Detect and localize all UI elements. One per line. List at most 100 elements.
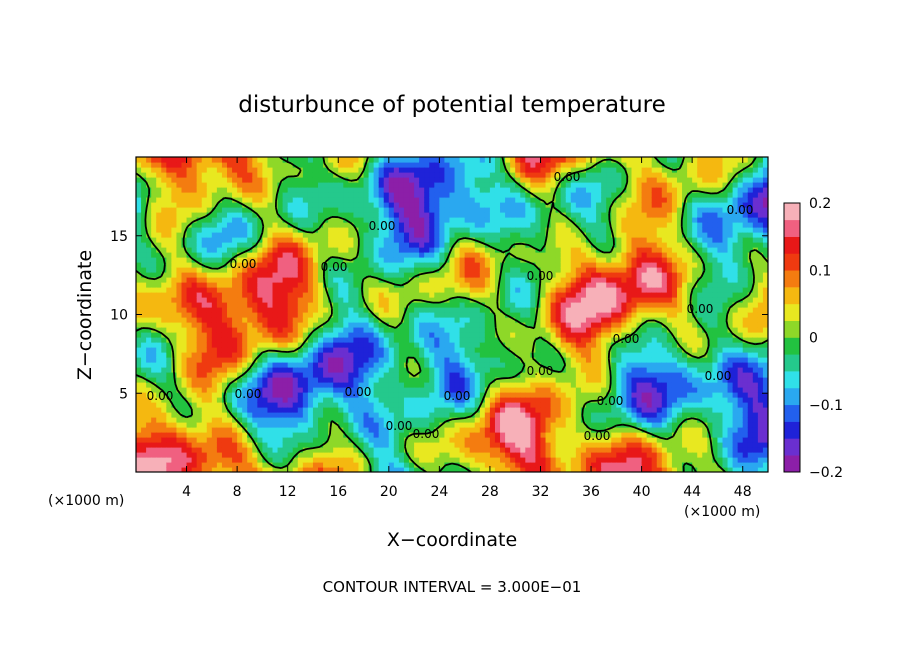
field-cell — [388, 362, 395, 368]
field-cell — [151, 447, 157, 453]
field-cell — [353, 367, 360, 373]
field-cell — [515, 357, 521, 363]
field-cell — [343, 202, 349, 208]
field-cell — [166, 387, 172, 393]
field-cell — [454, 387, 461, 393]
field-cell — [206, 437, 213, 443]
field-cell — [247, 217, 253, 223]
field-cell — [530, 227, 537, 233]
field-cell — [459, 267, 466, 273]
field-cell — [530, 407, 537, 413]
field-cell — [378, 162, 385, 168]
field-cell — [297, 427, 304, 433]
field-cell — [242, 247, 248, 253]
field-cell — [439, 327, 446, 333]
field-cell — [262, 357, 269, 363]
field-cell — [424, 212, 430, 218]
field-cell — [252, 282, 258, 288]
field-cell — [393, 197, 400, 203]
field-cell — [156, 172, 162, 178]
field-cell — [383, 262, 390, 268]
field-cell — [161, 252, 167, 258]
field-cell — [363, 362, 370, 368]
field-cell — [297, 182, 304, 188]
field-cell — [388, 217, 395, 223]
field-cell — [156, 372, 162, 378]
field-cell — [166, 307, 172, 313]
field-cell — [221, 422, 228, 428]
field-cell — [302, 392, 309, 398]
field-cell — [388, 262, 395, 268]
field-cell — [393, 377, 400, 383]
field-cell — [247, 442, 253, 448]
field-cell — [171, 307, 178, 313]
field-cell — [201, 442, 208, 448]
field-cell — [282, 162, 289, 168]
field-cell — [494, 317, 501, 323]
field-cell — [414, 217, 420, 223]
field-cell — [530, 307, 537, 313]
field-cell — [530, 202, 537, 208]
field-cell — [277, 302, 284, 308]
field-cell — [252, 397, 258, 403]
field-cell — [494, 227, 501, 233]
field-cell — [348, 462, 355, 468]
field-cell — [525, 162, 531, 168]
field-cell — [318, 172, 324, 178]
field-cell — [151, 407, 157, 413]
field-cell — [469, 222, 476, 228]
field-cell — [146, 457, 152, 463]
field-cell — [398, 442, 405, 448]
field-cell — [429, 217, 435, 223]
field-cell — [525, 377, 531, 383]
field-cell — [510, 377, 516, 383]
field-cell — [252, 167, 258, 173]
field-cell — [166, 392, 172, 398]
field-cell — [328, 162, 334, 168]
field-cell — [262, 382, 269, 388]
field-cell — [419, 172, 425, 178]
field-cell — [398, 402, 405, 408]
field-cell — [353, 187, 360, 193]
field-cell — [227, 217, 233, 223]
field-cell — [398, 202, 405, 208]
field-cell — [318, 447, 324, 453]
field-cell — [318, 157, 324, 163]
field-cell — [146, 252, 152, 258]
field-cell — [292, 217, 299, 223]
field-cell — [439, 157, 446, 163]
field-cell — [307, 362, 314, 368]
field-cell — [434, 332, 440, 338]
field-cell — [489, 357, 496, 363]
field-cell — [156, 167, 162, 173]
field-cell — [146, 202, 152, 208]
field-cell — [338, 292, 344, 298]
field-cell — [348, 232, 355, 238]
field-cell — [494, 352, 501, 358]
field-cell — [196, 192, 203, 198]
field-cell — [267, 217, 274, 223]
field-cell — [383, 332, 390, 338]
field-cell — [161, 342, 167, 348]
field-cell — [378, 347, 385, 353]
field-cell — [186, 237, 193, 243]
field-cell — [272, 432, 279, 438]
field-cell — [307, 157, 314, 163]
field-cell — [368, 347, 375, 353]
field-cell — [272, 162, 279, 168]
field-cell — [252, 402, 258, 408]
field-cell — [237, 277, 243, 283]
field-cell — [479, 357, 486, 363]
field-cell — [373, 392, 380, 398]
field-cell — [181, 227, 188, 233]
field-cell — [393, 217, 400, 223]
field-cell — [277, 407, 284, 413]
field-cell — [141, 357, 147, 363]
field-cell — [489, 197, 496, 203]
field-cell — [151, 362, 157, 368]
field-cell — [403, 312, 410, 318]
field-cell — [469, 462, 476, 468]
field-cell — [252, 427, 258, 433]
field-cell — [302, 227, 309, 233]
field-cell — [247, 402, 253, 408]
